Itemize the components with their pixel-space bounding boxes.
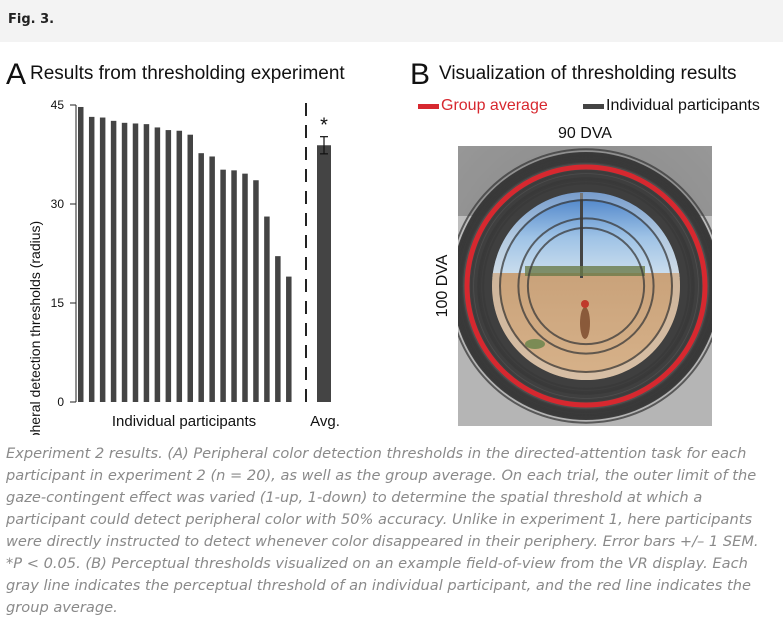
x-axis-label: Individual participants — [112, 413, 256, 430]
y-axis: 0 15 30 45 Peripheral detection thresholds … — [27, 98, 77, 435]
individual-ring — [517, 217, 655, 355]
participant-bar — [78, 106, 84, 403]
legend-individual: Individual participants — [583, 97, 760, 117]
y-tick-label: 0 — [57, 395, 64, 409]
individual-ring — [499, 199, 673, 373]
participant-bar — [132, 123, 139, 403]
legend-swatch-red — [418, 103, 439, 109]
significance-marker: * — [320, 115, 328, 137]
figure-caption: Experiment 2 results. (A) Peripheral col… — [6, 445, 759, 616]
scene-image — [458, 146, 712, 426]
average-bar — [317, 145, 331, 402]
individual-ring — [471, 171, 701, 401]
individual-ring — [458, 156, 712, 416]
side-dva-label: 100 DVA — [434, 254, 451, 317]
participant-bar — [198, 153, 204, 402]
individual-ring — [477, 177, 695, 395]
individual-ring — [469, 169, 703, 403]
participant-bar — [286, 276, 292, 402]
participant-bar — [88, 116, 95, 402]
y-tick-label: 30 — [51, 197, 65, 211]
individual-ring — [526, 226, 646, 346]
participant-bar — [242, 173, 248, 402]
participant-bar — [209, 156, 215, 402]
participant-bar — [220, 169, 226, 402]
average-bar-group: * — [317, 115, 331, 402]
individual-ring — [458, 148, 712, 424]
individual-ring — [461, 161, 711, 411]
participant-bar — [154, 127, 161, 402]
y-tick-label: 45 — [51, 98, 65, 112]
figure-header: Fig. 3. — [0, 0, 783, 42]
figure-label: Fig. 3. — [8, 12, 55, 27]
participant-bar — [187, 134, 193, 402]
individual-ring — [458, 157, 712, 415]
participant-bar — [264, 216, 270, 402]
avg-label: Avg. — [310, 413, 340, 430]
legend-label-individual: Individual participants — [606, 97, 760, 114]
participant-bar — [99, 117, 106, 402]
individual-ring — [458, 153, 712, 419]
y-axis-label: Peripheral detection thresholds (radius) — [27, 221, 43, 435]
panel-a-title: Results from thresholding experiment — [30, 63, 345, 84]
legend-swatch-gray — [583, 103, 604, 109]
participant-bars — [78, 106, 292, 403]
y-tick-label: 15 — [51, 296, 65, 310]
field-of-view-visualization: 90 DVA 100 DVA — [434, 125, 712, 426]
individual-ring — [459, 159, 712, 413]
participant-bar — [121, 122, 128, 402]
participant-bar — [253, 180, 259, 402]
participant-bar — [143, 124, 150, 402]
participant-bar — [176, 130, 183, 403]
panel-b-title: Visualization of thresholding results — [439, 63, 737, 84]
group-average-ring — [464, 164, 708, 408]
legend-label-group-average: Group average — [441, 97, 548, 114]
panel-a-letter: A — [6, 58, 27, 91]
participant-bar — [231, 170, 237, 402]
individual-ring — [479, 179, 693, 393]
participant-bar — [165, 130, 172, 402]
participant-bar — [275, 256, 281, 402]
top-dva-label: 90 DVA — [558, 125, 612, 142]
participant-bar — [110, 120, 117, 402]
individual-threshold-rings — [458, 148, 712, 424]
legend-group-average: Group average — [418, 97, 548, 117]
panel-b-letter: B — [410, 58, 431, 91]
individual-ring — [482, 182, 690, 390]
threshold-bar-chart: 0 15 30 45 Peripheral detection thresholds … — [27, 98, 340, 435]
